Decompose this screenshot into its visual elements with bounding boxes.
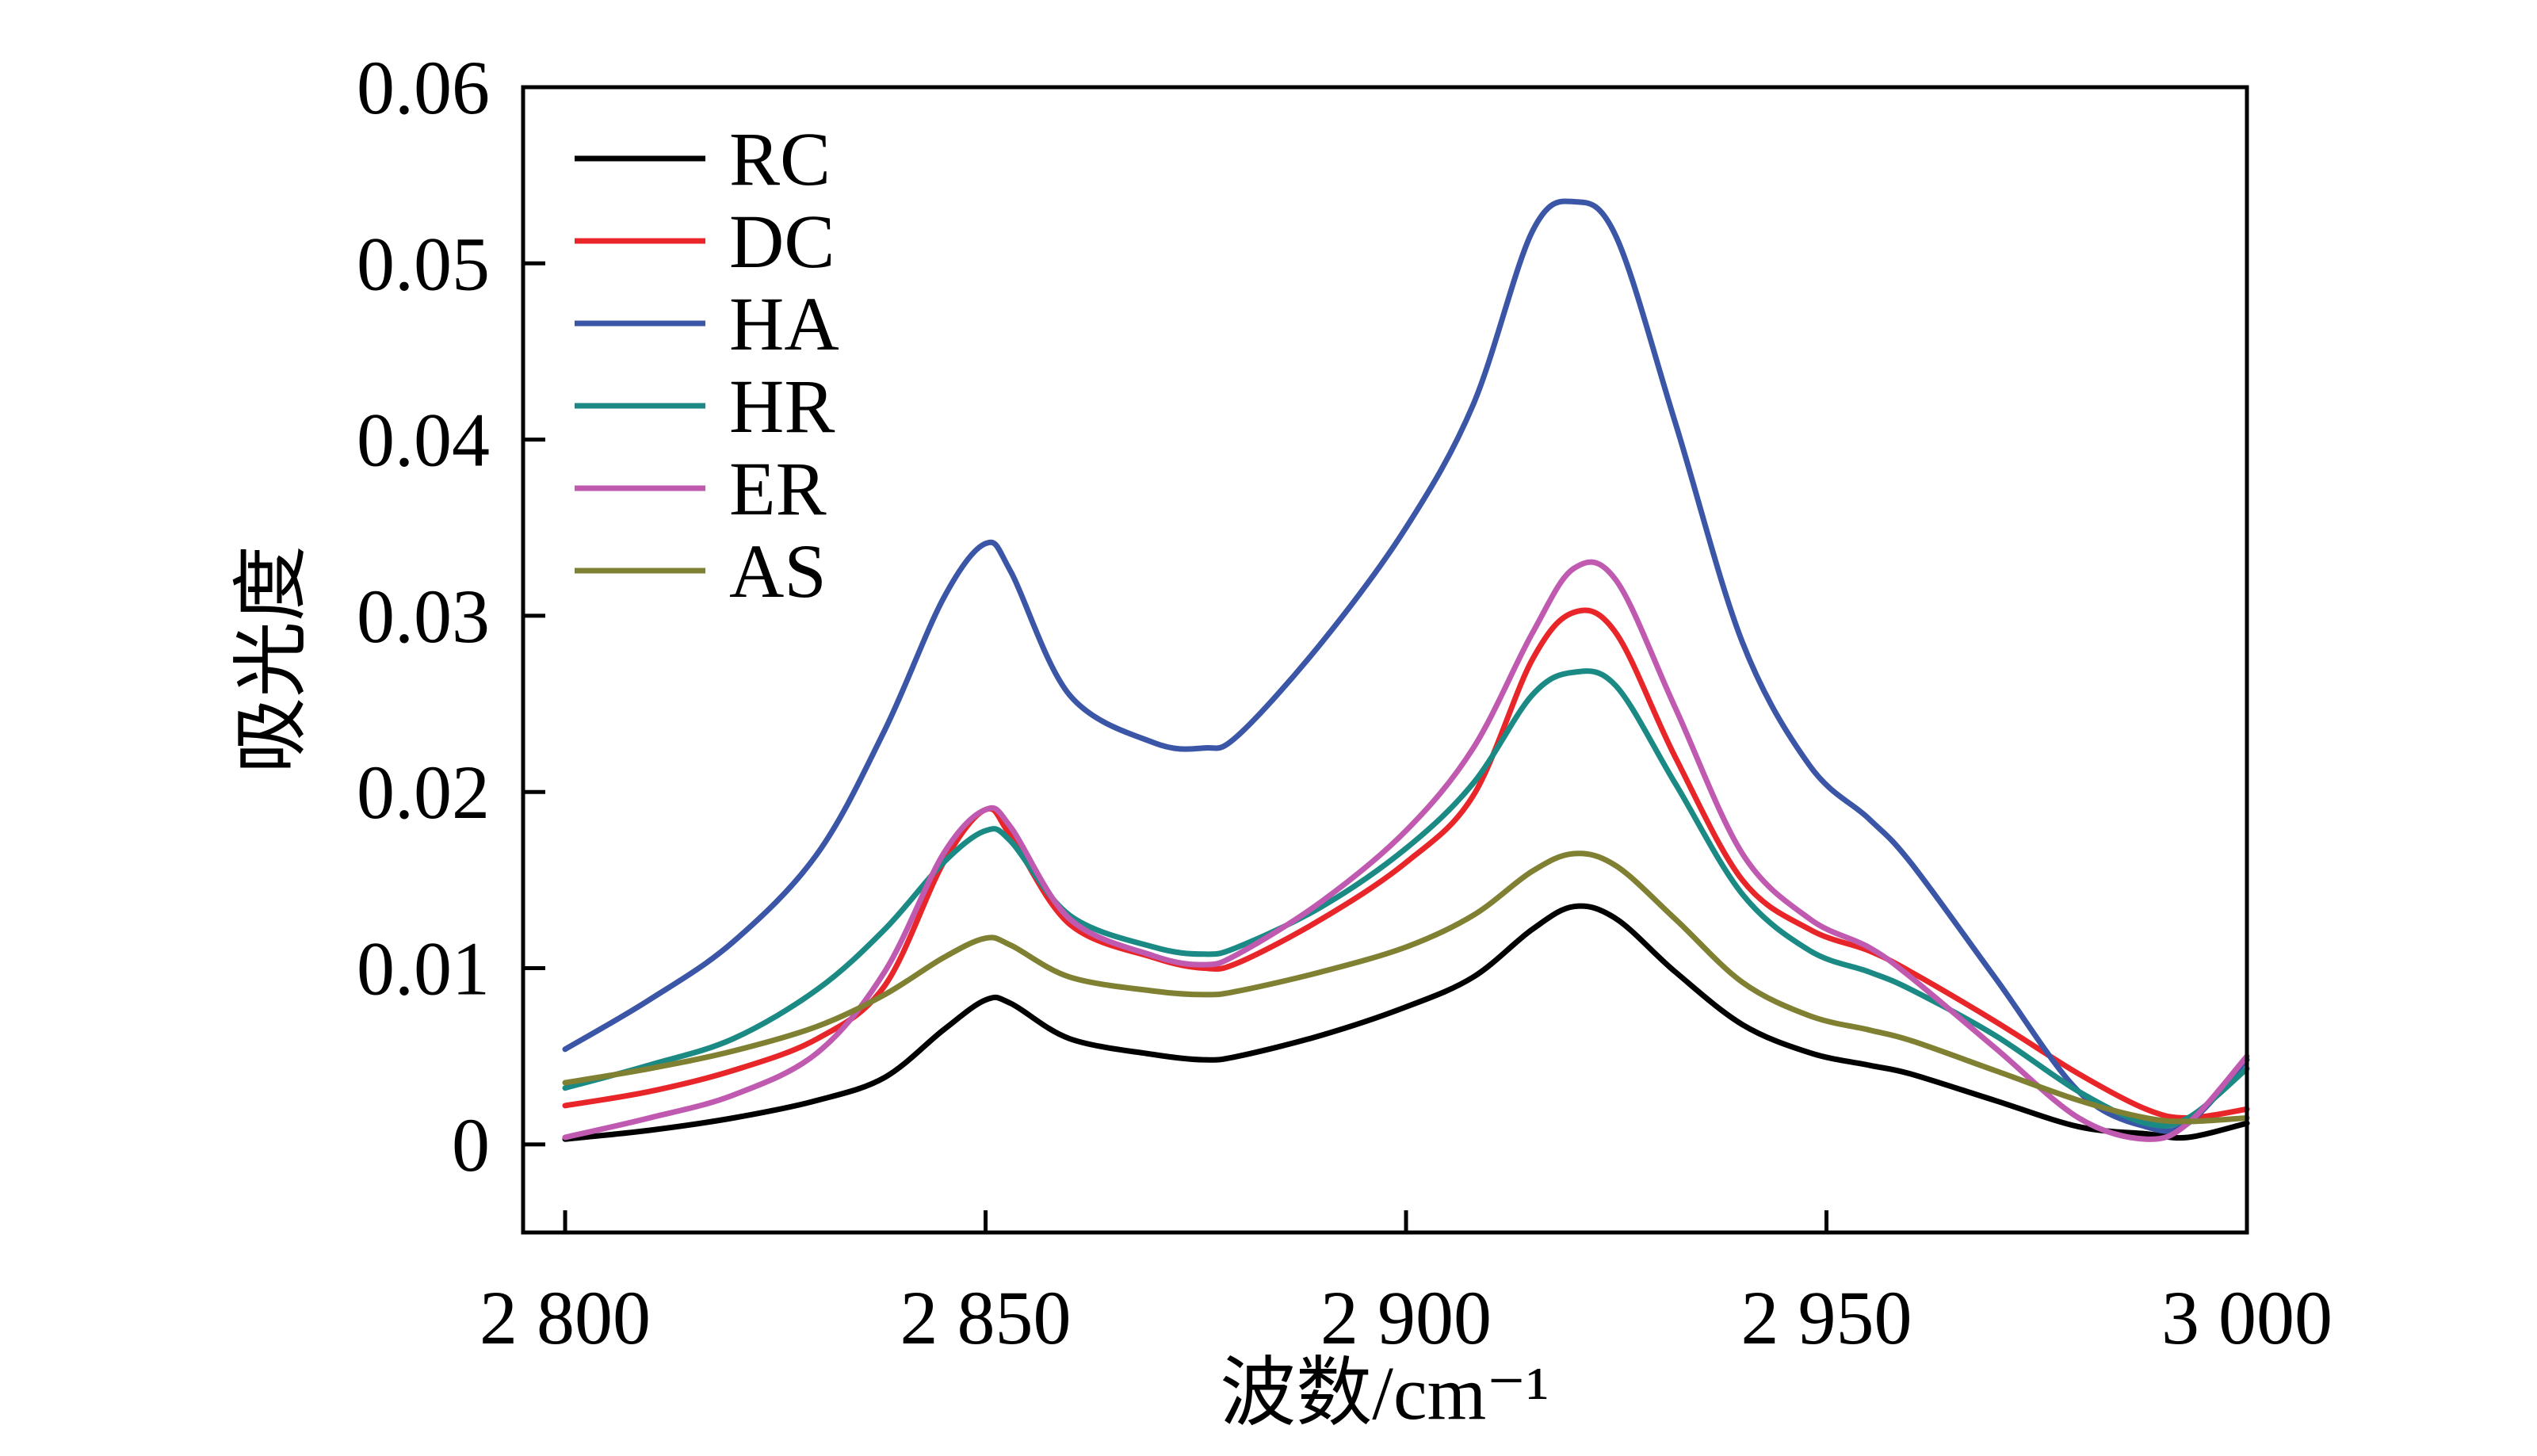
y-axis-title: 吸光度 (229, 545, 314, 774)
legend-label-hr: HR (729, 364, 835, 449)
ticks-layer: 2 800 2 850 2 900 2 950 3 000 0 0.01 0.02 0.03 0.… (357, 45, 2333, 1360)
y-tick-label: 0.05 (357, 221, 490, 306)
series-line-hr (562, 668, 2250, 1129)
legend-label-as: AS (729, 529, 827, 613)
x-tick-label: 3 000 (2161, 1275, 2333, 1360)
y-tick-label: 0.03 (357, 574, 490, 659)
y-tick-label: 0.04 (357, 398, 490, 483)
legend-label-er: ER (729, 446, 827, 531)
x-tick-label: 2 800 (480, 1275, 651, 1360)
series-line-as (562, 850, 2250, 1125)
legend-label-ha: HA (729, 281, 839, 366)
series-line-rc (562, 903, 2250, 1142)
series-layer (562, 198, 2250, 1142)
y-tick-label: 0.01 (357, 927, 490, 1011)
y-tick-label: 0.06 (357, 45, 490, 130)
x-axis-title: 波数/cm⁻¹ (1220, 1351, 1549, 1435)
series-line-ha (562, 198, 2250, 1134)
y-tick-label: 0 (452, 1103, 490, 1187)
legend-label-rc: RC (729, 117, 831, 201)
legend-label-dc: DC (729, 199, 835, 284)
y-tick-label: 0.02 (357, 750, 490, 835)
series-line-er (562, 559, 2250, 1142)
plot-frame (521, 85, 2249, 1235)
series-line-dc (562, 607, 2250, 1121)
x-tick-label: 2 850 (900, 1275, 1072, 1360)
x-tick-label: 2 950 (1741, 1275, 1912, 1360)
x-tick-label: 2 900 (1320, 1275, 1492, 1360)
